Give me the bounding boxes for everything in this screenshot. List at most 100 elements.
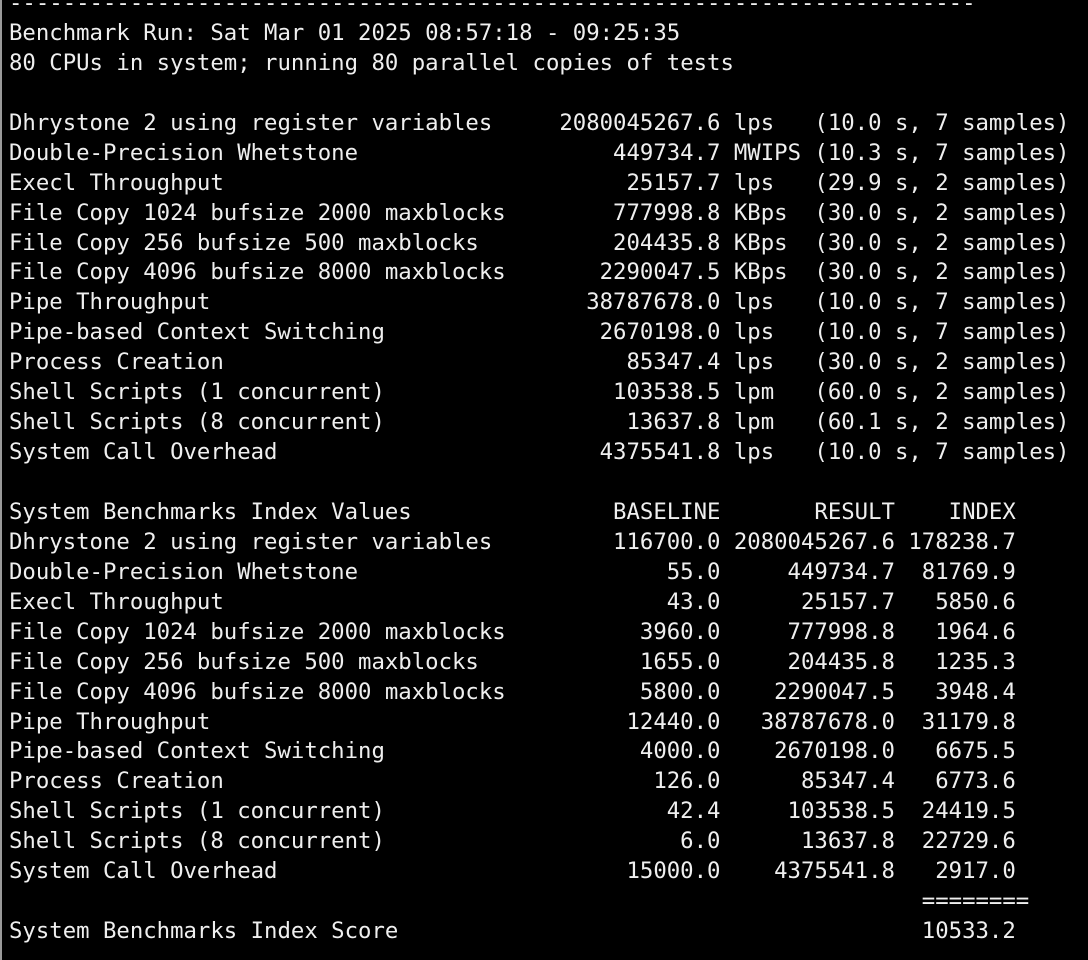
index-row: Shell Scripts (1 concurrent) 42.4 103538.5… <box>9 797 1086 827</box>
result-value: 85347.4 <box>800 768 895 795</box>
index-row: System Call Overhead 15000.0 4375541.8 2917… <box>9 857 1086 887</box>
test-name: Shell Scripts (8 concurrent) <box>9 828 385 855</box>
test-unit: lps <box>733 169 775 196</box>
test-name: Double-Precision Whetstone <box>9 139 359 166</box>
test-detail: (10.0 s, 7 samples) <box>814 109 1070 136</box>
baseline-value: 3960.0 <box>639 618 721 645</box>
test-detail: (10.0 s, 7 samples) <box>814 289 1070 316</box>
result-row: File Copy 256 bufsize 500 maxblocks 20443… <box>9 229 1086 259</box>
test-detail: (10.3 s, 7 samples) <box>814 139 1070 166</box>
test-name: Process Creation <box>9 349 224 376</box>
index-value: 178238.7 <box>908 528 1016 555</box>
score-label: System Benchmarks Index Score <box>9 918 399 945</box>
result-value: 4375541.8 <box>774 858 895 885</box>
terminal-output: ----------------------------------------… <box>9 0 1086 947</box>
test-value: 2670198.0 <box>599 319 721 346</box>
index-value: 5850.6 <box>935 588 1016 615</box>
test-detail: (10.0 s, 7 samples) <box>814 319 1070 346</box>
index-row: Pipe Throughput 12440.0 38787678.0 31179.8 <box>9 708 1086 738</box>
test-detail: (60.1 s, 2 samples) <box>814 409 1070 436</box>
column-baseline: BASELINE <box>613 498 721 525</box>
result-row: System Call Overhead 4375541.8 lps (10.0 s,… <box>9 438 1086 468</box>
test-name: Dhrystone 2 using register variables <box>9 109 493 136</box>
index-table: Dhrystone 2 using register variables 1167… <box>9 528 1086 887</box>
test-value: 25157.7 <box>626 169 721 196</box>
index-value: 2917.0 <box>935 858 1016 885</box>
test-name: Shell Scripts (8 concurrent) <box>9 409 385 436</box>
baseline-value: 12440.0 <box>626 708 721 735</box>
baseline-value: 126.0 <box>653 768 721 795</box>
index-value: 22729.6 <box>921 828 1016 855</box>
blank-line <box>9 79 1086 109</box>
index-value: 81769.9 <box>921 558 1016 585</box>
test-value: 13637.8 <box>626 409 721 436</box>
result-value: 13637.8 <box>800 828 895 855</box>
result-row: File Copy 4096 bufsize 8000 maxblocks 229… <box>9 258 1086 288</box>
test-unit: KBps <box>733 229 788 256</box>
test-value: 4375541.8 <box>599 439 721 466</box>
test-value: 777998.8 <box>613 199 721 226</box>
test-value: 85347.4 <box>626 349 721 376</box>
test-unit: lps <box>733 109 775 136</box>
result-value: 204435.8 <box>787 648 895 675</box>
test-name: File Copy 4096 bufsize 8000 maxblocks <box>9 259 506 286</box>
test-detail: (29.9 s, 2 samples) <box>814 169 1070 196</box>
test-name: Pipe Throughput <box>9 289 211 316</box>
test-unit: lps <box>733 319 775 346</box>
test-detail: (30.0 s, 2 samples) <box>814 349 1070 376</box>
index-value: 1964.6 <box>935 618 1016 645</box>
index-row: Double-Precision Whetstone 55.0 449734.7 81… <box>9 558 1086 588</box>
test-unit: lps <box>733 289 775 316</box>
result-row: Dhrystone 2 using register variables 2080… <box>9 109 1086 139</box>
test-detail: (30.0 s, 2 samples) <box>814 259 1070 286</box>
index-value: 1235.3 <box>935 648 1016 675</box>
index-value: 3948.4 <box>935 678 1016 705</box>
test-name: File Copy 256 bufsize 500 maxblocks <box>9 648 479 675</box>
test-unit: lpm <box>733 409 775 436</box>
result-row: Double-Precision Whetstone 449734.7 MWIPS (… <box>9 139 1086 169</box>
result-row: Shell Scripts (8 concurrent) 13637.8 lpm (6… <box>9 408 1086 438</box>
index-value: 31179.8 <box>921 708 1016 735</box>
score-value: 10533.2 <box>921 918 1016 945</box>
index-value: 6773.6 <box>935 768 1016 795</box>
blank-line <box>9 468 1086 498</box>
index-value: 6675.5 <box>935 738 1016 765</box>
index-row: File Copy 1024 bufsize 2000 maxblocks 396… <box>9 618 1086 648</box>
test-name: Pipe Throughput <box>9 708 211 735</box>
test-unit: lps <box>733 349 775 376</box>
test-unit: MWIPS <box>733 139 801 166</box>
test-name: File Copy 4096 bufsize 8000 maxblocks <box>9 678 506 705</box>
test-detail: (30.0 s, 2 samples) <box>814 199 1070 226</box>
index-row: Pipe-based Context Switching 4000.0 267019… <box>9 737 1086 767</box>
result-value: 2670198.0 <box>774 738 895 765</box>
baseline-value: 6.0 <box>680 828 721 855</box>
test-unit: lpm <box>733 379 775 406</box>
test-detail: (30.0 s, 2 samples) <box>814 229 1070 256</box>
test-value: 449734.7 <box>613 139 721 166</box>
index-row: Dhrystone 2 using register variables 1167… <box>9 528 1086 558</box>
result-value: 777998.8 <box>787 618 895 645</box>
index-row: Process Creation 126.0 85347.4 6773.6 <box>9 767 1086 797</box>
test-value: 2080045267.6 <box>559 109 721 136</box>
baseline-value: 1655.0 <box>639 648 721 675</box>
column-result: RESULT <box>814 498 895 525</box>
index-value: 24419.5 <box>921 798 1016 825</box>
test-name: Process Creation <box>9 768 224 795</box>
baseline-value: 15000.0 <box>626 858 721 885</box>
result-value: 25157.7 <box>800 588 895 615</box>
result-value: 38787678.0 <box>760 708 895 735</box>
result-row: Pipe Throughput 38787678.0 lps (10.0 s, 7 s… <box>9 288 1086 318</box>
result-value: 449734.7 <box>787 558 895 585</box>
test-detail: (10.0 s, 7 samples) <box>814 439 1070 466</box>
test-name: Shell Scripts (1 concurrent) <box>9 798 385 825</box>
test-name: File Copy 1024 bufsize 2000 maxblocks <box>9 199 506 226</box>
test-name: Execl Throughput <box>9 588 224 615</box>
result-row: Execl Throughput 25157.7 lps (29.9 s, 2 sam… <box>9 169 1086 199</box>
baseline-value: 5800.0 <box>639 678 721 705</box>
index-row: File Copy 4096 bufsize 8000 maxblocks 580… <box>9 678 1086 708</box>
index-header-row: System Benchmarks Index Values BASELINE RE… <box>9 498 1086 528</box>
result-value: 2290047.5 <box>774 678 895 705</box>
cpu-info-line: 80 CPUs in system; running 80 parallel c… <box>9 49 734 76</box>
test-name: Shell Scripts (1 concurrent) <box>9 379 385 406</box>
